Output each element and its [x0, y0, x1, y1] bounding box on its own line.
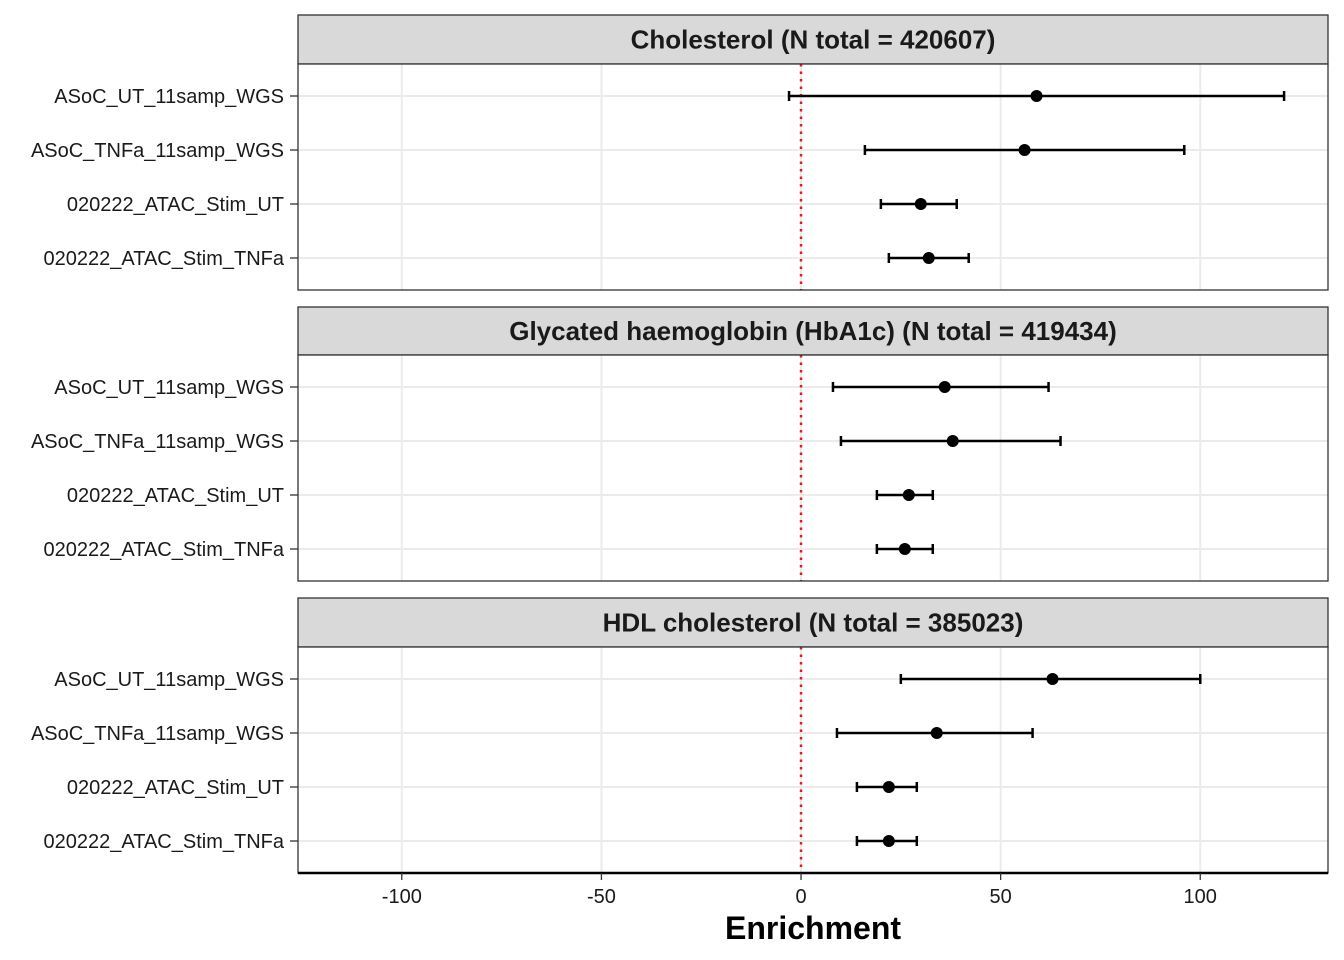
category-label: ASoC_TNFa_11samp_WGS: [31, 723, 284, 745]
estimate-point: [922, 252, 935, 264]
category-label: 020222_ATAC_Stim_UT: [67, 485, 284, 507]
panel-title: HDL cholesterol (N total = 385023): [603, 608, 1024, 638]
panel-background: [298, 64, 1328, 290]
panel-strip: [297, 14, 1329, 65]
category-label: 020222_ATAC_Stim_UT: [67, 194, 284, 216]
estimate-point: [882, 835, 895, 847]
x-tick-label: -100: [382, 886, 422, 908]
panel-strip: [297, 597, 1329, 648]
estimate-point: [938, 381, 951, 393]
panel-background: [298, 355, 1328, 581]
estimate-point: [1046, 673, 1059, 685]
category-label: 020222_ATAC_Stim_TNFa: [44, 831, 285, 853]
estimate-point: [1030, 90, 1043, 102]
panel-border: [297, 354, 1329, 582]
panel-background: [298, 647, 1328, 873]
category-label: ASoC_UT_11samp_WGS: [54, 377, 284, 399]
category-label: ASoC_TNFa_11samp_WGS: [31, 140, 284, 162]
category-label: 020222_ATAC_Stim_TNFa: [44, 539, 285, 561]
panel-strip: [297, 306, 1329, 356]
panel-title: Cholesterol (N total = 420607): [631, 25, 996, 55]
estimate-point: [902, 489, 915, 501]
category-label: 020222_ATAC_Stim_TNFa: [44, 248, 285, 270]
panel-title: Glycated haemoglobin (HbA1c) (N total = …: [509, 316, 1117, 346]
x-axis-title: Enrichment: [725, 910, 901, 946]
category-label: ASoC_TNFa_11samp_WGS: [31, 431, 284, 453]
x-tick-label: -50: [587, 886, 616, 908]
estimate-point: [882, 781, 895, 793]
estimate-point: [946, 435, 959, 447]
estimate-point: [930, 727, 943, 739]
category-label: ASoC_UT_11samp_WGS: [54, 86, 284, 108]
x-tick-label: 50: [990, 886, 1012, 908]
x-tick-label: 100: [1184, 886, 1217, 908]
x-tick-label: 0: [795, 886, 806, 908]
estimate-point: [898, 543, 911, 555]
panel-border: [297, 63, 1329, 291]
category-label: 020222_ATAC_Stim_UT: [67, 777, 284, 799]
estimate-point: [914, 198, 927, 210]
estimate-point: [1018, 144, 1031, 156]
category-label: ASoC_UT_11samp_WGS: [54, 669, 284, 691]
